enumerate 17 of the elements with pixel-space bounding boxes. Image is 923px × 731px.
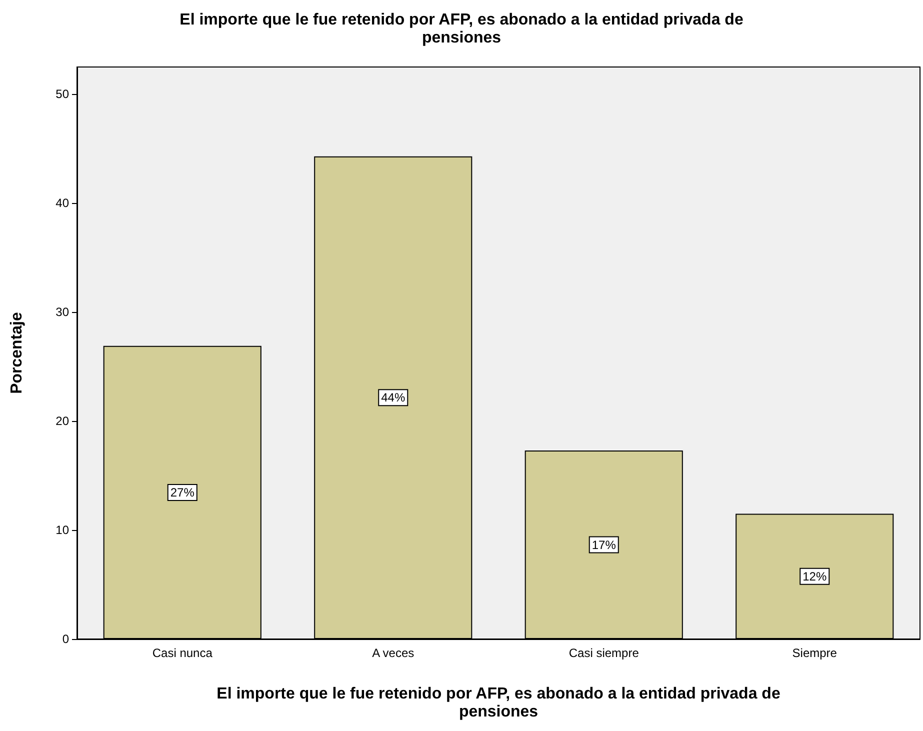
y-tick-label: 30 xyxy=(56,305,70,320)
x-tick-label: A veces xyxy=(372,646,414,660)
data-label: 17% xyxy=(592,538,616,552)
y-tick-label: 40 xyxy=(56,196,70,210)
x-tick-label: Casi siempre xyxy=(568,646,640,660)
x-tick-label: Casi nunca xyxy=(152,646,213,660)
x-axis-title: El importe que le fue retenido por AFP, es abonado a la entidad privada de pensiones xyxy=(216,686,780,720)
y-tick-label: 10 xyxy=(56,523,70,538)
chart-title: El importe que le fue retenido por AFP, es abonado a la entidad privada de pensiones xyxy=(180,12,744,46)
x-tick-label: Siempre xyxy=(792,646,838,660)
data-label: 12% xyxy=(802,569,827,584)
y-tick-label: 20 xyxy=(56,414,70,428)
y-axis-title: Porcentaje xyxy=(8,312,26,394)
y-tick-label: 0 xyxy=(62,632,70,646)
y-tick-label: 50 xyxy=(56,87,70,102)
data-label: 44% xyxy=(381,390,406,405)
data-label: 27% xyxy=(170,485,195,500)
